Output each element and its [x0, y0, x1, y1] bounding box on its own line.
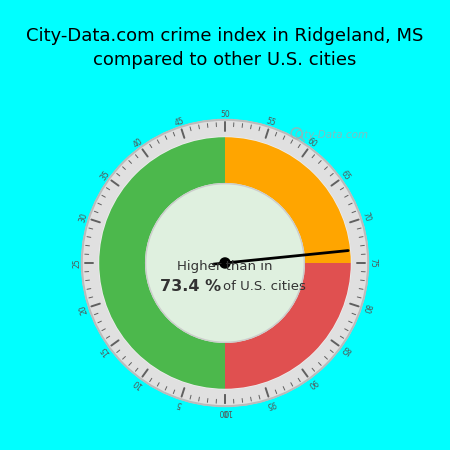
Text: 40: 40 — [131, 136, 144, 149]
Text: 60: 60 — [306, 136, 319, 149]
Text: 65: 65 — [338, 169, 351, 182]
Text: 20: 20 — [78, 303, 90, 315]
Text: 10: 10 — [131, 376, 144, 389]
Text: 0: 0 — [223, 407, 227, 416]
Text: City-Data.com crime index in Ridgeland, MS
compared to other U.S. cities: City-Data.com crime index in Ridgeland, … — [26, 27, 424, 68]
Text: 85: 85 — [338, 343, 351, 357]
Text: 15: 15 — [99, 343, 112, 357]
Text: 55: 55 — [265, 116, 277, 128]
Text: 90: 90 — [306, 376, 319, 389]
Wedge shape — [225, 137, 351, 263]
Text: 30: 30 — [78, 211, 90, 223]
Circle shape — [220, 258, 230, 268]
Circle shape — [82, 120, 368, 406]
Text: 80: 80 — [360, 303, 372, 315]
Text: 25: 25 — [72, 258, 81, 268]
Wedge shape — [99, 137, 225, 389]
Text: of U.S. cities: of U.S. cities — [223, 280, 306, 292]
Text: 5: 5 — [176, 399, 183, 409]
Text: 95: 95 — [265, 398, 277, 410]
Text: 35: 35 — [99, 169, 112, 182]
Wedge shape — [225, 263, 351, 389]
Text: 100: 100 — [218, 407, 232, 416]
Text: 45: 45 — [173, 116, 185, 128]
Circle shape — [99, 137, 351, 389]
Text: 50: 50 — [220, 110, 230, 119]
Text: City-Data.com: City-Data.com — [294, 130, 368, 140]
Text: 73.4 %: 73.4 % — [160, 279, 221, 294]
Text: 75: 75 — [369, 258, 378, 268]
Text: 70: 70 — [360, 211, 372, 223]
Text: Higher than in: Higher than in — [177, 261, 273, 273]
Circle shape — [146, 184, 304, 342]
